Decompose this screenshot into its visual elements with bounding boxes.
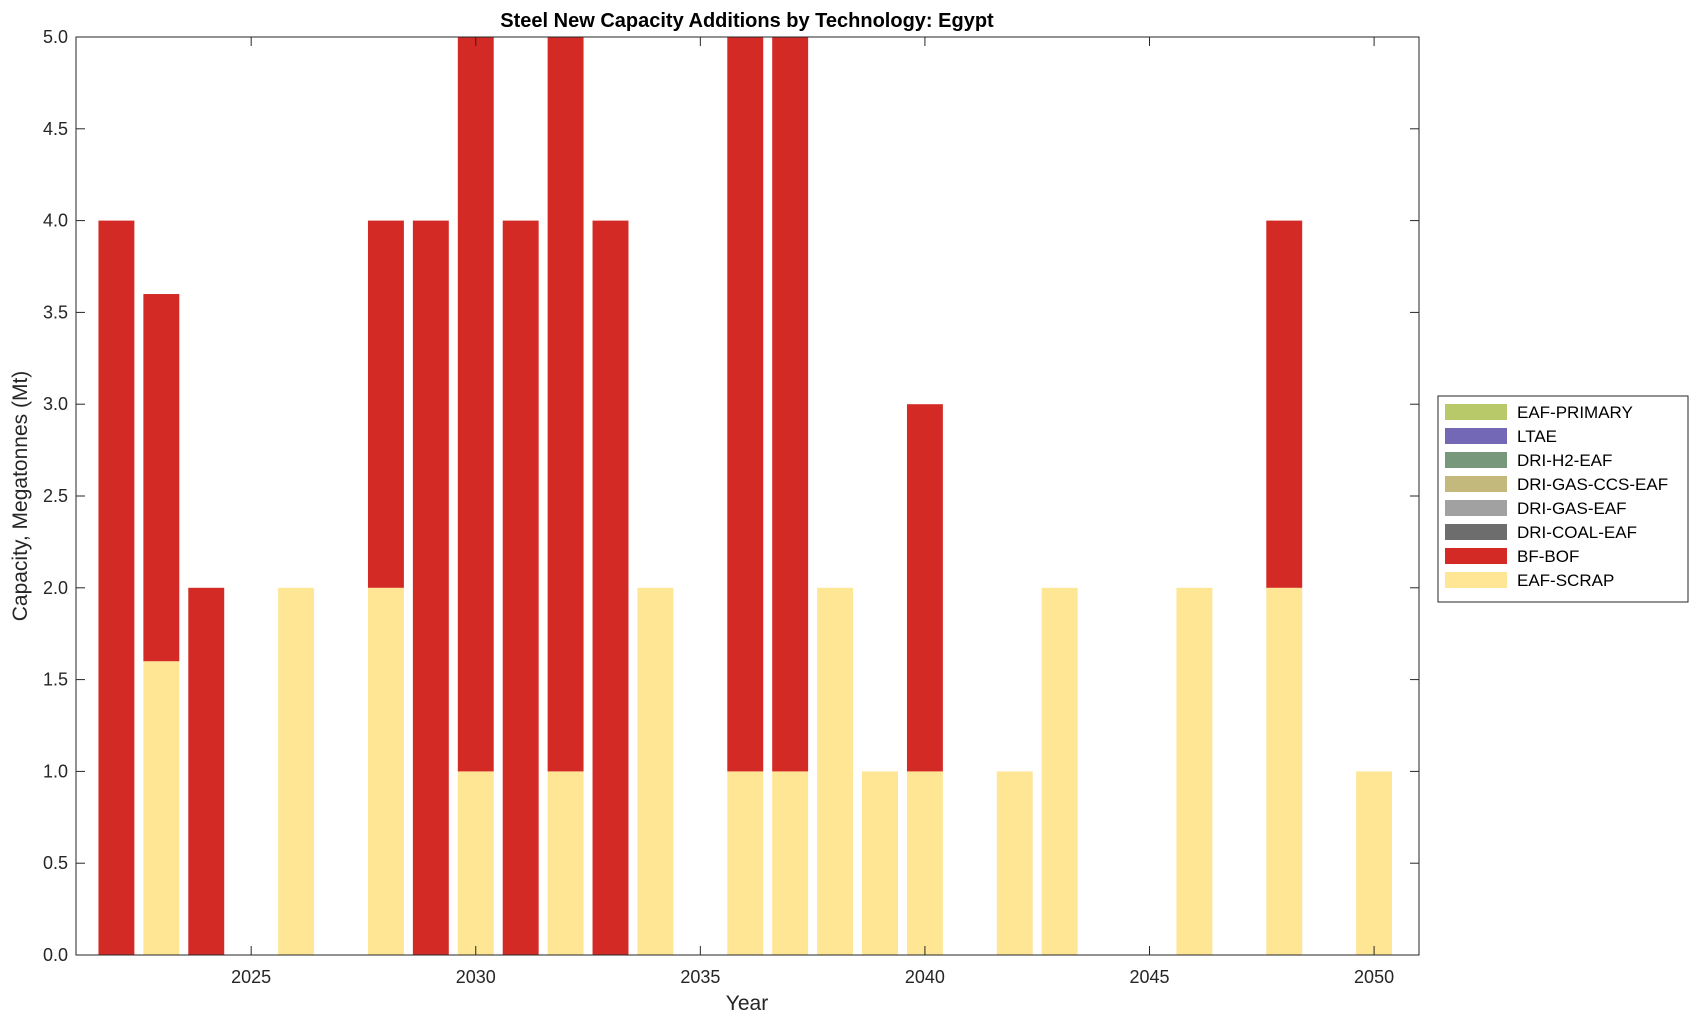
legend-swatch-dri-gas-eaf [1445, 500, 1507, 516]
legend-label-eaf-primary: EAF-PRIMARY [1517, 403, 1633, 422]
legend-label-bf-bof: BF-BOF [1517, 547, 1579, 566]
bar-bf-bof-2024 [188, 587, 225, 955]
chart-title: Steel New Capacity Additions by Technolo… [500, 10, 994, 32]
x-tick-label: 2035 [680, 967, 720, 987]
legend-label-dri-gas-ccs-eaf: DRI-GAS-CCS-EAF [1517, 475, 1668, 494]
x-tick-label: 2040 [905, 967, 945, 987]
x-tick-label: 2025 [231, 967, 271, 987]
y-tick-label: 1.0 [43, 761, 68, 781]
bar-bf-bof-2048 [1266, 220, 1303, 588]
bar-eaf-scrap-2040 [906, 771, 943, 955]
bar-eaf-scrap-2048 [1266, 587, 1303, 955]
bar-bf-bof-2032 [547, 37, 584, 772]
bar-eaf-scrap-2043 [1041, 587, 1078, 955]
y-tick-label: 0.5 [43, 853, 68, 873]
legend-swatch-ltae [1445, 428, 1507, 444]
legend-label-eaf-scrap: EAF-SCRAP [1517, 571, 1614, 590]
legend-swatch-dri-gas-ccs-eaf [1445, 476, 1507, 492]
y-tick-label: 2.5 [43, 486, 68, 506]
y-tick-label: 0.0 [43, 945, 68, 965]
bar-bf-bof-2036 [727, 37, 764, 772]
legend-swatch-eaf-scrap [1445, 572, 1507, 588]
x-axis-label: Year [726, 992, 768, 1015]
bar-eaf-scrap-2023 [143, 661, 180, 955]
legend-label-dri-gas-eaf: DRI-GAS-EAF [1517, 499, 1627, 518]
y-tick-label: 4.5 [43, 119, 68, 139]
bar-bf-bof-2037 [772, 37, 809, 772]
bar-eaf-scrap-2037 [772, 771, 809, 955]
x-axis: 2025 2030 2035 2040 2045 2050 [231, 37, 1394, 987]
bar-eaf-scrap-2050 [1356, 771, 1393, 955]
bar-bf-bof-2033 [592, 220, 629, 956]
legend-swatch-bf-bof [1445, 548, 1507, 564]
y-tick-label: 4.0 [43, 211, 68, 231]
y-axis: 0.0 0.5 1.0 1.5 2.0 2.5 3.0 3.5 4.0 4.5 5.0 [43, 27, 1419, 965]
x-tick-label: 2030 [456, 967, 496, 987]
bar-eaf-scrap-2046 [1176, 587, 1213, 955]
bar-eaf-scrap-2034 [637, 587, 674, 955]
y-tick-label: 5.0 [43, 27, 68, 47]
y-tick-label: 3.5 [43, 302, 68, 322]
bar-bf-bof-2031 [502, 220, 539, 956]
bar-bf-bof-2030 [457, 37, 494, 772]
x-tick-label: 2045 [1129, 967, 1169, 987]
bar-bf-bof-2040 [906, 404, 943, 772]
legend-swatch-eaf-primary [1445, 404, 1507, 420]
y-tick-label: 3.0 [43, 394, 68, 414]
bar-eaf-scrap-2042 [996, 771, 1033, 955]
bar-eaf-scrap-2032 [547, 771, 584, 955]
bars-group [98, 37, 1393, 956]
bar-bf-bof-2023 [143, 294, 180, 662]
y-tick-label: 1.5 [43, 670, 68, 690]
legend-swatch-dri-h2-eaf [1445, 452, 1507, 468]
bar-eaf-scrap-2026 [278, 587, 315, 955]
y-axis-label: Capacity, Megatonnes (Mt) [9, 371, 32, 622]
bar-eaf-scrap-2039 [862, 771, 898, 955]
y-tick-label: 2.0 [43, 578, 68, 598]
bar-bf-bof-2029 [412, 220, 449, 956]
legend-label-ltae: LTAE [1517, 427, 1557, 446]
bar-bf-bof-2022 [98, 220, 135, 956]
legend-label-dri-h2-eaf: DRI-H2-EAF [1517, 451, 1612, 470]
bar-eaf-scrap-2036 [727, 771, 764, 955]
bar-eaf-scrap-2038 [817, 587, 854, 955]
bar-eaf-scrap-2030 [457, 771, 494, 955]
bar-eaf-scrap-2028 [367, 587, 404, 955]
legend: EAF-PRIMARY LTAE DRI-H2-EAF DRI-GAS-CCS-EAF… [1437, 395, 1689, 603]
x-tick-label: 2050 [1354, 967, 1394, 987]
bar-bf-bof-2028 [367, 220, 404, 588]
legend-label-dri-coal-eaf: DRI-COAL-EAF [1517, 523, 1637, 542]
legend-swatch-dri-coal-eaf [1445, 524, 1507, 540]
